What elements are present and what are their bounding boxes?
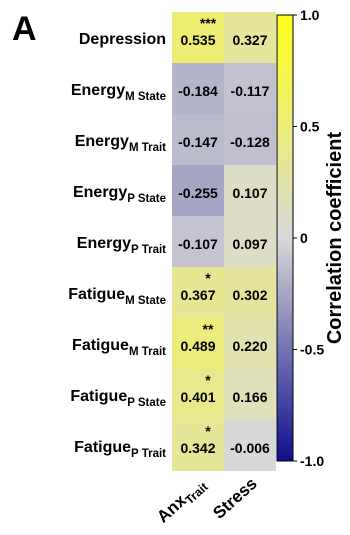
row-label: EnergyP State [73, 184, 166, 205]
significance-marker: * [205, 270, 211, 286]
significance-marker: * [205, 372, 211, 388]
heatmap-cell [224, 420, 276, 471]
heatmap-cell [224, 114, 276, 165]
heatmap-cell [172, 216, 224, 267]
heatmap-cell [224, 63, 276, 114]
cell-value-label: 0.367 [180, 287, 215, 303]
heatmap-cell [224, 12, 276, 63]
colorbar-label: Correlation coefficient [324, 132, 346, 345]
colorbar-tick-label: 0.5 [300, 119, 320, 135]
colorbar-ticks: 1.0 0.5 0 -0.5 -1.0 [293, 7, 324, 469]
row-label: FatigueP Trait [74, 439, 166, 460]
heatmap-cell [172, 165, 224, 216]
significance-marker: * [205, 423, 211, 439]
row-label: FatigueM State [68, 286, 166, 307]
heatmap-cell [172, 114, 224, 165]
cell-value-label: 0.327 [232, 32, 267, 48]
cell-value-label: 0.401 [180, 389, 215, 405]
heatmap-cell [224, 369, 276, 420]
heatmap-cell [172, 318, 224, 369]
colorbar-gradient [276, 14, 294, 462]
cell-value-label: 0.535 [180, 32, 215, 48]
heatmap-cell [224, 267, 276, 318]
heatmap-cell [172, 420, 224, 471]
heatmap-cell [224, 318, 276, 369]
cell-value-label: 0.489 [180, 338, 215, 354]
row-label: FatigueM Trait [72, 337, 166, 358]
significance-marker: ** [203, 321, 214, 337]
heatmap-cells: 0.535***0.327-0.184 -0.117-0.147 -0.128-0.… [172, 12, 276, 471]
colorbar-tick-label: 1.0 [300, 7, 320, 23]
cell-value-label: -0.006 [230, 440, 270, 456]
cell-value-label: 0.220 [232, 338, 267, 354]
heatmap-cell [172, 267, 224, 318]
colorbar-tick-label: 0 [300, 230, 308, 246]
row-label: Depression [79, 31, 166, 48]
row-label: EnergyM State [71, 82, 166, 103]
cell-value-label: -0.107 [178, 236, 218, 252]
cell-value-label: -0.147 [178, 134, 218, 150]
cell-value-label: 0.097 [232, 236, 267, 252]
cell-value-label: -0.117 [231, 83, 270, 99]
cell-value-label: -0.255 [178, 185, 218, 201]
heatmap-cell [172, 369, 224, 420]
colorbar-tick-label: -1.0 [300, 453, 324, 469]
column-label: AnxTrait [153, 474, 210, 529]
row-label: FatigueP State [70, 388, 166, 409]
cell-value-label: 0.342 [180, 440, 215, 456]
cell-value-label: 0.302 [232, 287, 267, 303]
cell-value-label: -0.184 [178, 83, 218, 99]
panel-label: A [12, 10, 37, 48]
heatmap-cell [172, 12, 224, 63]
heatmap-cell [172, 63, 224, 114]
heatmap-cell [224, 216, 276, 267]
cell-value-label: 0.107 [232, 185, 267, 201]
colorbar: 1.0 0.5 0 -0.5 -1.0 Correlation coefficient [276, 7, 346, 469]
row-label: EnergyP Trait [77, 235, 166, 256]
heatmap-cell [224, 165, 276, 216]
row-labels: Depression EnergyM State EnergyM Trait Ener… [68, 31, 166, 460]
significance-marker: *** [200, 15, 217, 31]
column-label: Stress [209, 474, 260, 523]
cell-value-label: -0.128 [230, 134, 270, 150]
cell-value-label: 0.166 [232, 389, 267, 405]
colorbar-tick-label: -0.5 [300, 342, 324, 358]
row-label: EnergyM Trait [75, 133, 166, 154]
